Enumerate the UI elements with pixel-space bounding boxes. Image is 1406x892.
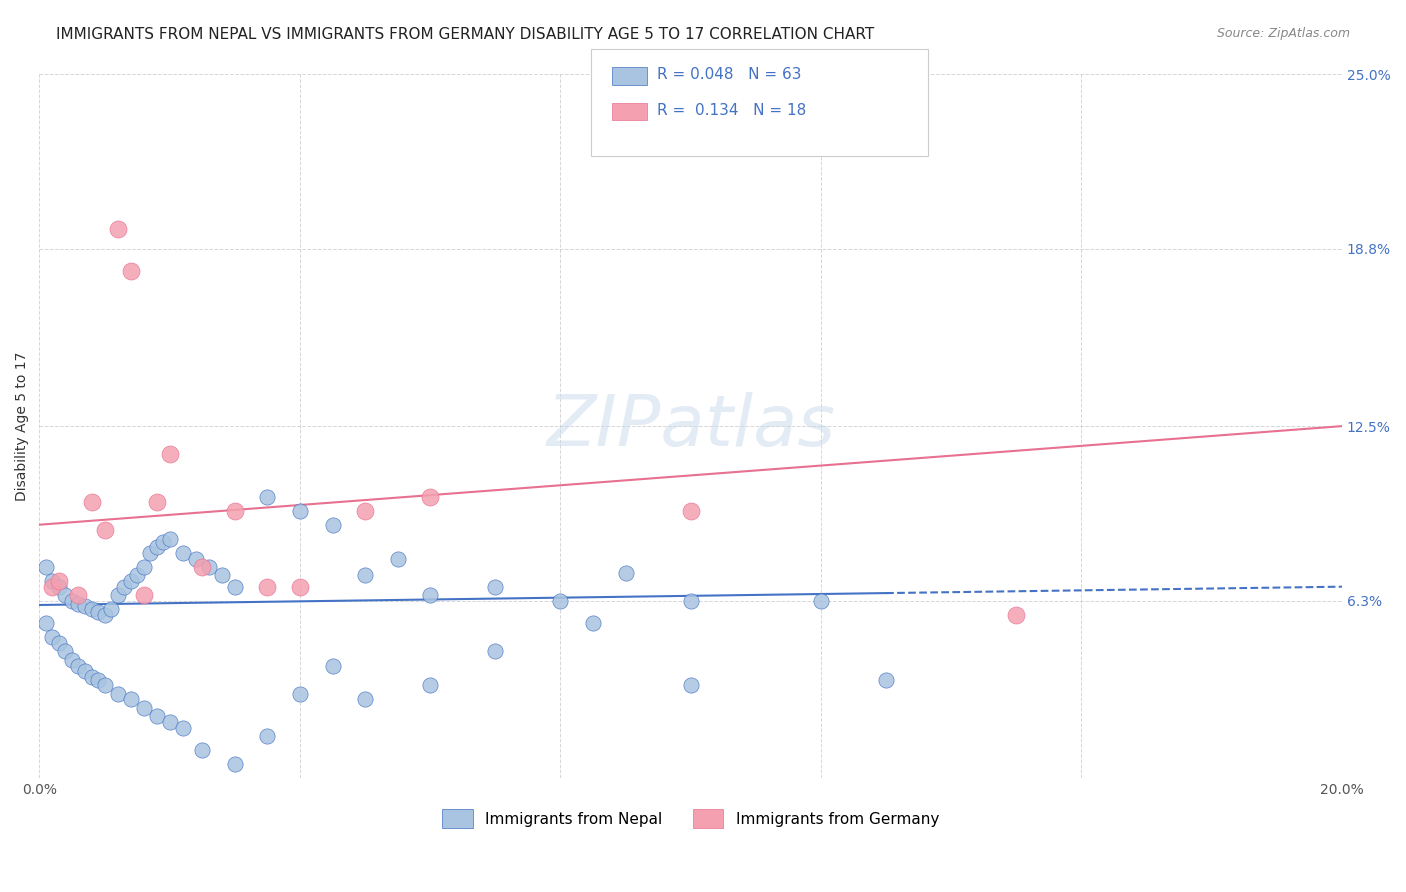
Point xyxy=(107,222,129,236)
Point xyxy=(73,599,96,614)
Point xyxy=(145,709,167,723)
Point xyxy=(550,594,572,608)
Point xyxy=(80,670,103,684)
Point xyxy=(875,673,897,687)
Y-axis label: Disability Age 5 to 17: Disability Age 5 to 17 xyxy=(15,351,30,500)
Point xyxy=(55,644,77,658)
Point xyxy=(55,588,77,602)
Point xyxy=(288,687,311,701)
Point xyxy=(120,692,142,706)
Point xyxy=(120,574,142,588)
Point xyxy=(354,692,377,706)
Point xyxy=(288,503,311,517)
Point xyxy=(145,541,167,555)
Point xyxy=(679,503,702,517)
Point xyxy=(614,566,637,580)
Point xyxy=(211,568,233,582)
Point xyxy=(387,551,409,566)
Point xyxy=(48,636,70,650)
Point xyxy=(679,678,702,692)
Point xyxy=(112,580,135,594)
Point xyxy=(159,714,181,729)
Point xyxy=(152,534,174,549)
Point xyxy=(159,447,181,461)
Point xyxy=(41,631,63,645)
Point xyxy=(132,560,155,574)
Point xyxy=(41,580,63,594)
Point xyxy=(73,664,96,678)
Point xyxy=(107,588,129,602)
Point xyxy=(224,580,246,594)
Point xyxy=(87,673,110,687)
Text: IMMIGRANTS FROM NEPAL VS IMMIGRANTS FROM GERMANY DISABILITY AGE 5 TO 17 CORRELAT: IMMIGRANTS FROM NEPAL VS IMMIGRANTS FROM… xyxy=(56,27,875,42)
Point xyxy=(93,607,115,622)
Point xyxy=(256,580,278,594)
Point xyxy=(256,490,278,504)
Point xyxy=(80,602,103,616)
Point xyxy=(256,729,278,743)
Point xyxy=(321,517,343,532)
Point xyxy=(120,264,142,278)
Point xyxy=(184,551,207,566)
Point xyxy=(80,495,103,509)
Point xyxy=(93,678,115,692)
Point xyxy=(354,503,377,517)
Point xyxy=(191,743,214,757)
Legend: Immigrants from Nepal, Immigrants from Germany: Immigrants from Nepal, Immigrants from G… xyxy=(436,803,945,834)
Point xyxy=(224,757,246,772)
Point xyxy=(159,532,181,546)
Text: R = 0.048   N = 63: R = 0.048 N = 63 xyxy=(657,68,801,82)
Point xyxy=(419,678,441,692)
Point xyxy=(35,616,58,631)
Text: ZIPatlas: ZIPatlas xyxy=(546,392,835,460)
Point xyxy=(67,588,90,602)
Point xyxy=(224,503,246,517)
Point xyxy=(172,721,194,735)
Point xyxy=(172,546,194,560)
Point xyxy=(132,588,155,602)
Point xyxy=(41,574,63,588)
Point xyxy=(60,653,83,667)
Point xyxy=(48,580,70,594)
Point xyxy=(132,701,155,715)
Point xyxy=(60,594,83,608)
Point xyxy=(67,658,90,673)
Point xyxy=(484,644,506,658)
Point xyxy=(139,546,162,560)
Text: Source: ZipAtlas.com: Source: ZipAtlas.com xyxy=(1216,27,1350,40)
Point xyxy=(191,560,214,574)
Point xyxy=(1005,607,1028,622)
Point xyxy=(145,495,167,509)
Point xyxy=(419,588,441,602)
Point xyxy=(100,602,122,616)
Point xyxy=(127,568,149,582)
Point xyxy=(582,616,605,631)
Point xyxy=(35,560,58,574)
Point xyxy=(87,605,110,619)
Text: R =  0.134   N = 18: R = 0.134 N = 18 xyxy=(657,103,806,118)
Point xyxy=(67,597,90,611)
Point xyxy=(48,574,70,588)
Point xyxy=(419,490,441,504)
Point xyxy=(484,580,506,594)
Point xyxy=(93,524,115,538)
Point xyxy=(197,560,219,574)
Point xyxy=(679,594,702,608)
Point xyxy=(810,594,832,608)
Point xyxy=(354,568,377,582)
Point xyxy=(107,687,129,701)
Point xyxy=(321,658,343,673)
Point xyxy=(288,580,311,594)
